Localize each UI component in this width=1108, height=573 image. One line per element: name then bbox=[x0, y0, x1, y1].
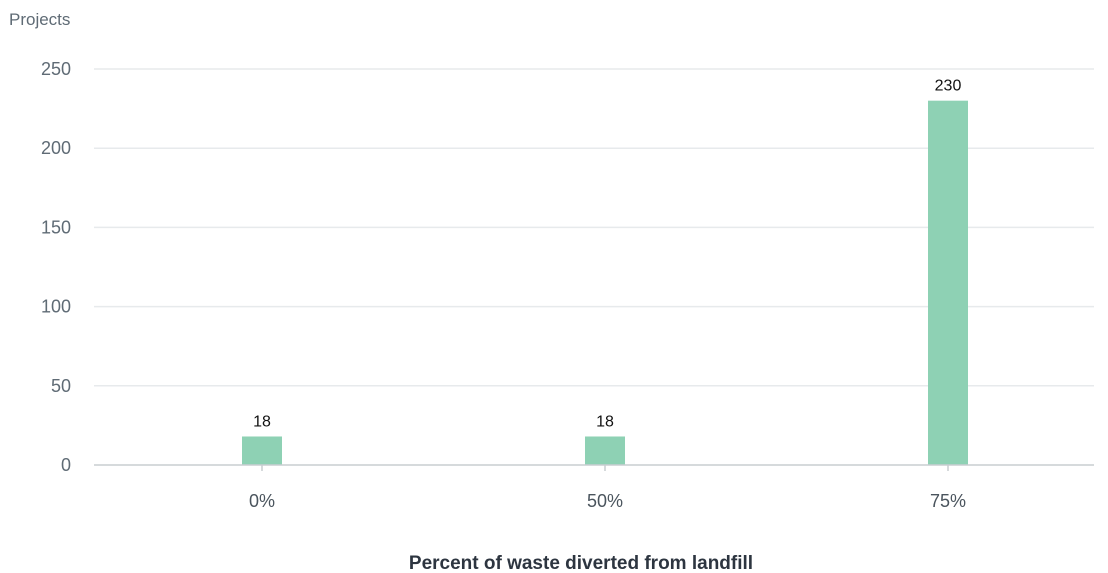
bars bbox=[242, 101, 968, 465]
y-tick-label: 100 bbox=[41, 297, 71, 317]
x-tick-label: 0% bbox=[249, 491, 275, 511]
data-label: 230 bbox=[935, 78, 962, 95]
bar bbox=[585, 436, 625, 465]
data-label: 18 bbox=[596, 413, 614, 430]
x-tick-label: 50% bbox=[587, 491, 623, 511]
bar bbox=[928, 101, 968, 465]
x-axis-label: Percent of waste diverted from landfill bbox=[409, 553, 753, 573]
y-tick-label: 50 bbox=[51, 376, 71, 396]
y-tick-label: 150 bbox=[41, 217, 71, 237]
y-tick-label: 250 bbox=[41, 59, 71, 79]
y-tick-label: 200 bbox=[41, 138, 71, 158]
x-axis-ticks: 0% 50% 75% bbox=[249, 465, 966, 511]
x-tick-label: 75% bbox=[930, 491, 966, 511]
y-axis-label: Projects bbox=[9, 10, 70, 29]
data-labels: 18 18 230 bbox=[253, 78, 961, 431]
y-axis-ticks: 0 50 100 150 200 250 bbox=[41, 59, 71, 475]
y-tick-label: 0 bbox=[61, 455, 71, 475]
bar bbox=[242, 436, 282, 465]
data-label: 18 bbox=[253, 413, 271, 430]
